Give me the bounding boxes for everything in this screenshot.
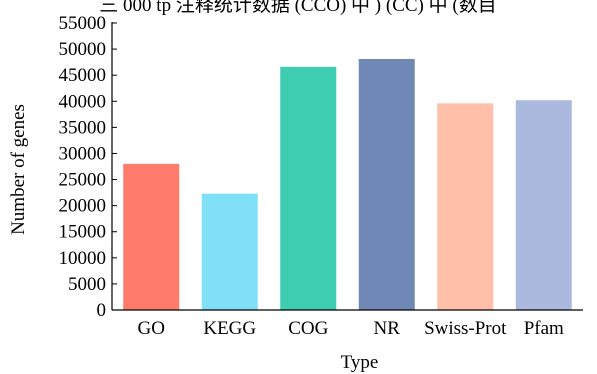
x-tick-label: Pfam	[524, 318, 564, 339]
bar-swiss-prot	[437, 103, 494, 310]
x-tick-label: GO	[138, 318, 165, 339]
bar-kegg	[201, 193, 258, 310]
y-tick-label: 0	[97, 300, 107, 321]
x-tick-label: Swiss-Prot	[424, 318, 507, 339]
y-tick-label: 30000	[59, 143, 107, 164]
y-tick-label: 55000	[59, 13, 107, 34]
bars-group	[123, 59, 572, 310]
axes-group	[111, 22, 583, 311]
x-tick-label: KEGG	[203, 318, 256, 339]
y-axis-title: Number of genes	[8, 104, 29, 235]
bar-pfam	[515, 100, 572, 310]
y-tick-label: 25000	[59, 170, 107, 191]
y-tick-label: 40000	[59, 91, 107, 112]
x-axis-title: Type	[341, 352, 379, 373]
y-tick-label: 15000	[59, 222, 107, 243]
y-tick-label: 20000	[59, 196, 107, 217]
header-fragment: 三 000 tp 注释统计数据 (CCO) 中 ) (CC) 中 (数目	[99, 0, 496, 16]
y-tick-label: 50000	[59, 39, 107, 60]
y-ticks-group: 0 5000 10000 15000 20000 25000 30000 35000 40000…	[59, 13, 117, 321]
y-tick-label: 35000	[59, 117, 107, 138]
x-tick-label: NR	[374, 318, 401, 339]
x-tick-label: COG	[288, 318, 328, 339]
y-tick-label: 10000	[59, 248, 107, 269]
bar-nr	[358, 59, 415, 310]
y-tick-label: 5000	[68, 274, 106, 295]
y-tick-label: 45000	[59, 65, 107, 86]
x-labels-group: GO KEGG COG NR Swiss-Prot Pfam	[138, 318, 564, 339]
bar-cog	[280, 66, 337, 310]
bar-go	[123, 163, 180, 310]
